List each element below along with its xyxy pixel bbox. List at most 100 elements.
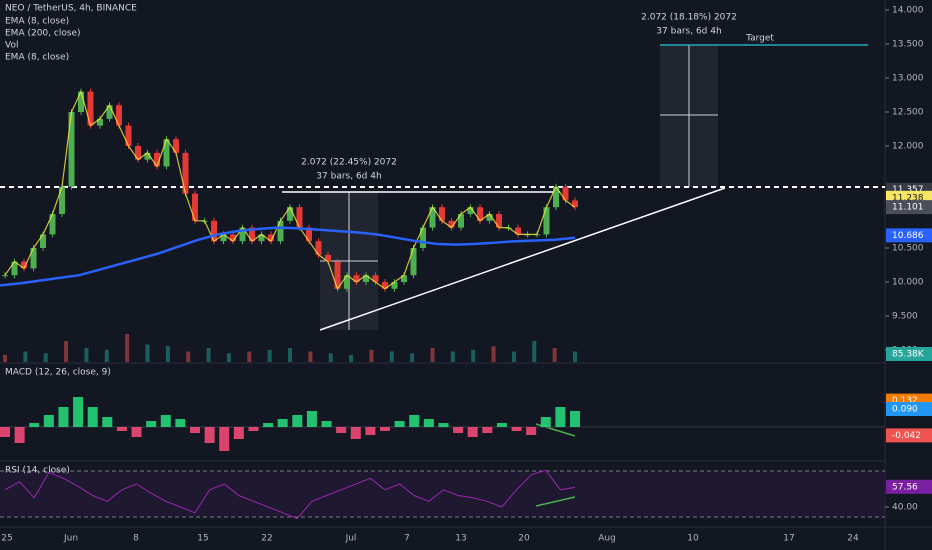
macd-bar: [511, 427, 522, 431]
candle: [49, 214, 56, 235]
macd-bar: [336, 427, 347, 433]
macd-bar: [175, 419, 186, 427]
price-marker-label: 11.357: [892, 185, 924, 195]
symbol-title: NEO / TetherUS, 4h, BINANCE: [5, 4, 137, 14]
x-tick-label: 13: [455, 534, 466, 544]
y-tick-label: 10.500: [892, 244, 924, 254]
candle: [372, 275, 379, 282]
candle: [391, 282, 398, 289]
candle: [315, 241, 322, 255]
price-marker-label: 10.686: [892, 231, 924, 241]
macd-bar: [526, 427, 537, 435]
volume-bar: [450, 351, 455, 362]
y-tick-label: 13.500: [892, 40, 924, 50]
macd-bar: [102, 417, 113, 427]
price-marker-label: 11.238: [892, 193, 924, 203]
y-tick-label: 12.500: [892, 108, 924, 118]
candle: [87, 91, 94, 126]
x-tick-label: Jun: [63, 534, 78, 544]
x-tick-label: 17: [783, 534, 794, 544]
candle: [458, 214, 464, 228]
volume-bar: [511, 351, 516, 362]
candle: [306, 227, 312, 242]
candle: [249, 227, 255, 242]
ema200-line: [0, 226, 576, 287]
candle: [144, 152, 151, 160]
volume-bar: [165, 346, 170, 362]
macd-bar: [394, 421, 405, 427]
macd-bar: [467, 427, 478, 437]
measure-bars: 37 bars, 6d 4h: [656, 27, 721, 37]
candle: [562, 186, 569, 201]
macd-bar: [540, 417, 551, 427]
candle: [40, 234, 46, 248]
price-marker: [886, 200, 932, 215]
volume-bar: [43, 353, 48, 362]
candle: [239, 227, 246, 242]
candle: [496, 214, 502, 228]
measure-bars: 37 bars, 6d 4h: [316, 172, 381, 182]
macd-marker: [886, 428, 932, 443]
volume-bar: [369, 349, 374, 362]
volume-bar: [125, 334, 130, 362]
candle: [230, 234, 236, 242]
price-marker-label: 11.101: [892, 203, 924, 213]
candle: [344, 275, 350, 289]
x-tick-label: 7: [404, 534, 410, 544]
macd-bar: [453, 427, 464, 433]
volume-bar: [3, 355, 7, 362]
macd-bar: [496, 423, 507, 427]
candle: [477, 207, 483, 221]
macd-marker: [886, 402, 932, 416]
macd-bar: [555, 407, 566, 427]
volume-bar: [389, 351, 394, 362]
candle: [467, 207, 474, 214]
volume-bar: [532, 341, 537, 362]
y-tick-label: 12.000: [892, 142, 924, 152]
candle: [11, 261, 18, 276]
candle: [135, 146, 141, 160]
rsi-band: [0, 471, 885, 517]
candle: [277, 220, 284, 242]
x-tick-label: 24: [847, 534, 859, 544]
macd-bar: [482, 427, 493, 433]
macd-bar: [365, 427, 376, 435]
macd-bar: [438, 423, 449, 427]
candle: [97, 118, 103, 126]
divergence-line: [535, 496, 576, 507]
indicator-legend: EMA (200, close): [5, 29, 81, 39]
volume-bar: [552, 348, 557, 362]
candle: [287, 207, 293, 221]
candle: [296, 207, 303, 228]
candle: [106, 105, 113, 119]
macd-bar: [204, 427, 215, 443]
volume-bar: [247, 351, 252, 362]
candle: [439, 207, 445, 221]
candle: [448, 220, 455, 228]
macd-bar: [116, 427, 127, 431]
candle: [325, 254, 331, 262]
y-tick-label: 14.000: [892, 6, 924, 16]
candle: [68, 112, 75, 187]
ema-line: [4, 89, 576, 291]
macd-bar: [29, 423, 40, 427]
x-tick-label: 8: [133, 534, 139, 544]
candle: [543, 207, 550, 235]
volume-bar: [328, 353, 333, 362]
x-tick-label: Jul: [345, 534, 357, 544]
candle: [154, 152, 160, 167]
macd-bar: [306, 411, 317, 427]
candle: [258, 234, 265, 242]
macd-bar: [14, 427, 25, 443]
macd-bar: [248, 427, 259, 431]
macd-bar: [0, 427, 10, 437]
macd-bar: [160, 415, 171, 427]
volume-bar: [349, 355, 354, 362]
volume-bar: [186, 351, 191, 362]
rsi-title: RSI (14, close): [5, 466, 70, 476]
macd-bar: [263, 423, 274, 427]
macd-bar: [190, 427, 200, 433]
x-tick-label: 10: [687, 534, 699, 544]
y-tick-label: 9.500: [892, 312, 918, 322]
macd-bar: [321, 421, 332, 427]
